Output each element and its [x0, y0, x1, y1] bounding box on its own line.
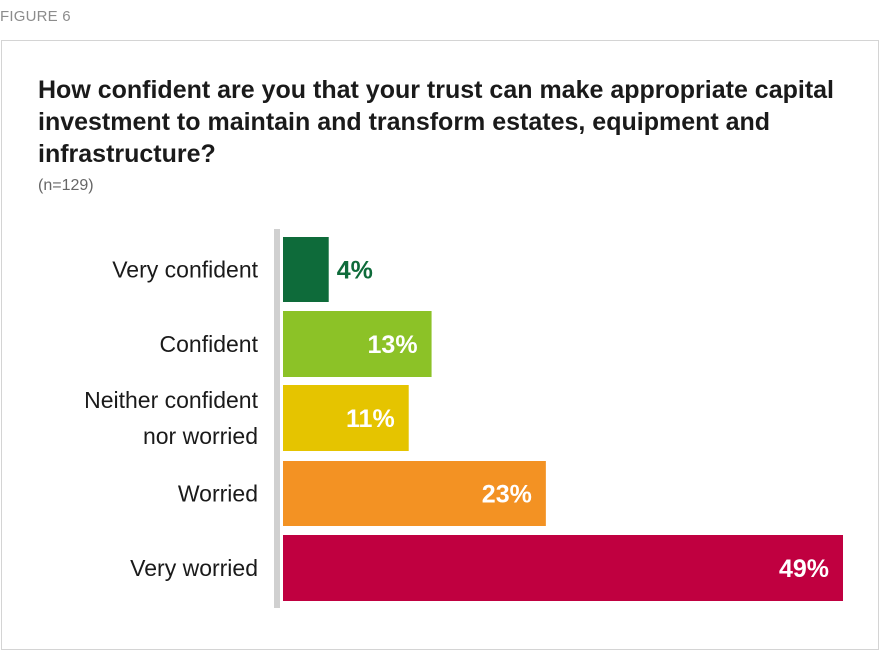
category-axis-line — [274, 229, 280, 608]
sample-size-note: (n=129) — [38, 177, 94, 194]
bar-2 — [283, 385, 409, 451]
value-label-0: 4% — [337, 257, 373, 285]
bar-1 — [283, 311, 432, 377]
bar-0 — [283, 237, 329, 302]
chart-panel — [1, 40, 879, 650]
bar-3 — [283, 461, 546, 526]
chart-title: How confident are you that your trust ca… — [38, 76, 834, 168]
category-label-4: Very worried — [130, 555, 258, 581]
figure-label: FIGURE 6 — [0, 8, 71, 25]
category-label-3: Worried — [178, 481, 258, 507]
category-label-2: Neither confident nor worried — [84, 387, 258, 449]
category-label-1: Confident — [160, 331, 259, 357]
value-label-3: 23% — [482, 481, 532, 509]
value-label-4: 49% — [779, 555, 829, 583]
value-label-1: 13% — [368, 331, 418, 359]
value-label-2: 11% — [346, 405, 395, 433]
category-label-0: Very confident — [112, 257, 258, 283]
bar-4 — [283, 535, 843, 601]
